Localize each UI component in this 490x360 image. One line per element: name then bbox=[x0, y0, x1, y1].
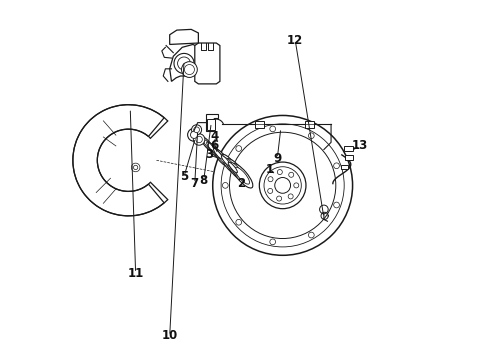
Text: 13: 13 bbox=[352, 139, 368, 152]
Circle shape bbox=[236, 219, 242, 225]
Text: 6: 6 bbox=[210, 139, 219, 152]
Circle shape bbox=[270, 126, 275, 132]
Circle shape bbox=[184, 64, 195, 75]
Circle shape bbox=[131, 163, 140, 172]
Polygon shape bbox=[207, 119, 215, 130]
Circle shape bbox=[334, 163, 340, 168]
Ellipse shape bbox=[235, 167, 249, 184]
Circle shape bbox=[268, 177, 273, 182]
Polygon shape bbox=[170, 44, 202, 81]
Circle shape bbox=[229, 132, 336, 239]
Circle shape bbox=[196, 136, 202, 143]
Ellipse shape bbox=[231, 163, 253, 188]
Circle shape bbox=[221, 124, 344, 247]
Text: 5: 5 bbox=[180, 170, 188, 183]
Ellipse shape bbox=[229, 162, 243, 178]
Bar bbox=[305, 121, 314, 128]
Circle shape bbox=[174, 53, 194, 73]
Ellipse shape bbox=[224, 158, 236, 171]
Circle shape bbox=[236, 146, 242, 152]
Text: 4: 4 bbox=[210, 130, 219, 144]
Circle shape bbox=[334, 202, 340, 208]
Circle shape bbox=[194, 134, 205, 145]
Circle shape bbox=[270, 239, 275, 245]
Text: 8: 8 bbox=[199, 174, 208, 186]
Circle shape bbox=[294, 183, 299, 188]
Circle shape bbox=[222, 183, 228, 188]
Circle shape bbox=[288, 194, 293, 199]
Circle shape bbox=[213, 116, 353, 255]
Circle shape bbox=[133, 165, 138, 170]
Text: 3: 3 bbox=[205, 148, 213, 161]
Ellipse shape bbox=[226, 159, 246, 181]
Ellipse shape bbox=[201, 137, 214, 151]
Circle shape bbox=[268, 188, 273, 193]
Polygon shape bbox=[343, 146, 353, 150]
Circle shape bbox=[264, 167, 301, 204]
Ellipse shape bbox=[214, 149, 229, 166]
Ellipse shape bbox=[210, 145, 219, 156]
Circle shape bbox=[277, 196, 282, 201]
Polygon shape bbox=[195, 43, 220, 84]
Text: 12: 12 bbox=[287, 33, 303, 47]
Ellipse shape bbox=[207, 142, 216, 153]
Circle shape bbox=[194, 127, 199, 133]
Circle shape bbox=[259, 162, 306, 209]
Circle shape bbox=[177, 57, 191, 70]
Circle shape bbox=[309, 133, 314, 139]
Circle shape bbox=[192, 125, 201, 135]
Circle shape bbox=[181, 62, 197, 77]
Text: 11: 11 bbox=[127, 267, 144, 280]
Circle shape bbox=[309, 232, 314, 238]
Ellipse shape bbox=[208, 143, 221, 158]
Circle shape bbox=[319, 205, 328, 214]
Polygon shape bbox=[73, 105, 164, 216]
Ellipse shape bbox=[221, 154, 239, 175]
Circle shape bbox=[191, 131, 197, 138]
Circle shape bbox=[275, 177, 291, 193]
Text: 7: 7 bbox=[191, 177, 199, 190]
Bar bbox=[344, 155, 353, 160]
Text: 9: 9 bbox=[273, 152, 281, 165]
Text: 2: 2 bbox=[237, 177, 245, 190]
Ellipse shape bbox=[228, 162, 237, 173]
Ellipse shape bbox=[214, 148, 222, 159]
Circle shape bbox=[289, 172, 294, 177]
Ellipse shape bbox=[203, 140, 211, 149]
Bar bbox=[341, 165, 348, 169]
Polygon shape bbox=[170, 30, 198, 44]
Circle shape bbox=[277, 170, 282, 175]
Ellipse shape bbox=[221, 156, 231, 166]
Ellipse shape bbox=[217, 152, 226, 163]
Text: 10: 10 bbox=[162, 329, 178, 342]
Bar bbox=[255, 121, 264, 128]
Polygon shape bbox=[206, 114, 219, 131]
Circle shape bbox=[188, 129, 200, 141]
Text: 1: 1 bbox=[266, 163, 274, 176]
